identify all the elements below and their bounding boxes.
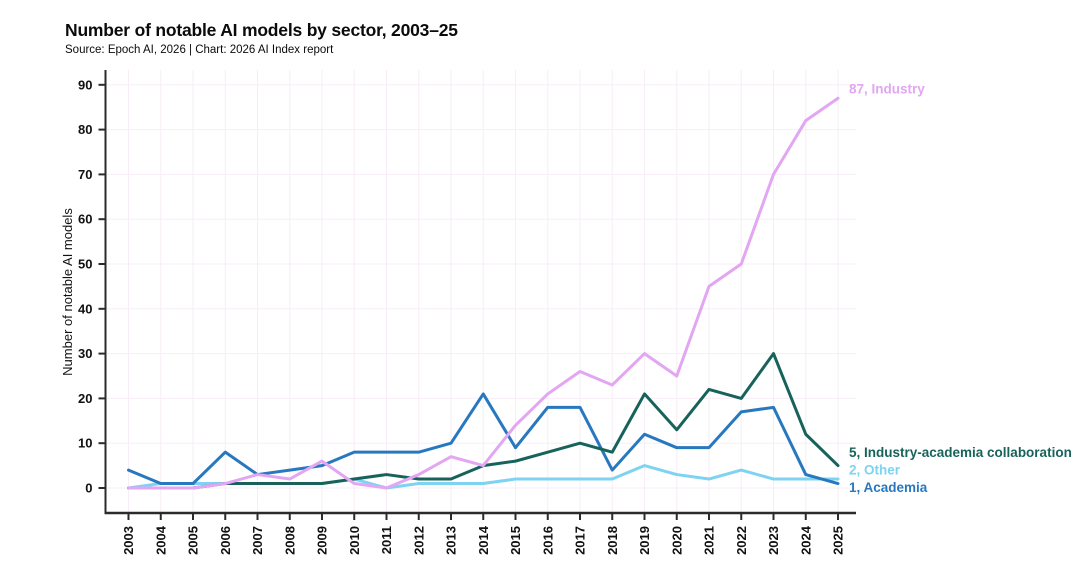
x-tick-label: 2024 xyxy=(798,525,813,555)
x-tick-label: 2018 xyxy=(605,526,620,555)
x-tick-label: 2012 xyxy=(411,526,426,555)
y-tick-label: 30 xyxy=(78,346,92,361)
series-end-label-industry: 87, Industry xyxy=(849,82,925,97)
y-tick-label: 40 xyxy=(78,301,92,316)
x-tick-label: 2010 xyxy=(347,526,362,555)
x-tick-label: 2021 xyxy=(702,526,717,555)
x-tick-label: 2009 xyxy=(315,526,330,555)
chart-source-caption: Source: Epoch AI, 2026 | Chart: 2026 AI … xyxy=(65,44,334,56)
y-axis-title: Number of notable AI models xyxy=(60,208,75,376)
x-tick-label: 2022 xyxy=(734,526,749,555)
x-tick-label: 2023 xyxy=(766,526,781,555)
series-end-label-industry-academia-collaboration: 5, Industry-academia collaboration xyxy=(849,445,1072,460)
x-tick-label: 2014 xyxy=(476,525,491,555)
x-tick-label: 2019 xyxy=(637,526,652,555)
series-end-label-other: 2, Other xyxy=(849,463,901,478)
series-line-industry xyxy=(127,96,840,490)
x-tick-label: 2020 xyxy=(669,526,684,555)
x-tick-label: 2015 xyxy=(508,526,523,555)
series-line-academia xyxy=(127,392,840,486)
x-tick-label: 2005 xyxy=(186,526,201,555)
x-tick-label: 2013 xyxy=(444,526,459,555)
x-tick-label: 2025 xyxy=(831,526,846,555)
x-tick-label: 2004 xyxy=(153,525,168,555)
y-tick-label: 70 xyxy=(78,167,92,182)
y-tick-label: 90 xyxy=(78,77,92,92)
x-tick-label: 2006 xyxy=(218,526,233,555)
y-tick-label: 50 xyxy=(78,257,92,272)
x-tick-label: 2008 xyxy=(282,526,297,555)
y-tick-label: 0 xyxy=(85,481,92,496)
x-tick-label: 2003 xyxy=(121,526,136,555)
y-tick-label: 80 xyxy=(78,122,92,137)
chart-title: Number of notable AI models by sector, 2… xyxy=(65,20,458,40)
x-tick-label: 2016 xyxy=(540,526,555,555)
y-tick-label: 20 xyxy=(78,391,92,406)
x-tick-label: 2011 xyxy=(379,526,394,554)
series-end-label-academia: 1, Academia xyxy=(849,480,928,495)
y-tick-label: 60 xyxy=(78,212,92,227)
y-tick-label: 10 xyxy=(78,436,92,451)
x-tick-label: 2017 xyxy=(573,526,588,555)
x-tick-label: 2007 xyxy=(250,526,265,555)
